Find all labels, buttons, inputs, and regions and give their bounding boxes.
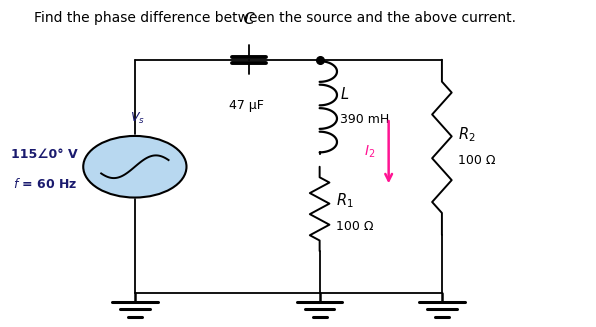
Text: 115∠0° V: 115∠0° V: [11, 148, 78, 161]
Text: Find the phase difference between the source and the above current.: Find the phase difference between the so…: [35, 11, 516, 25]
Text: $C$: $C$: [243, 11, 255, 27]
Circle shape: [83, 136, 187, 198]
Text: 47 µF: 47 µF: [229, 99, 263, 112]
Text: $R_1$: $R_1$: [336, 191, 353, 210]
Text: $V_s$: $V_s$: [130, 111, 145, 126]
Text: $f$ = 60 Hz: $f$ = 60 Hz: [13, 177, 78, 191]
Text: 100 Ω: 100 Ω: [336, 220, 374, 233]
Text: $I_2$: $I_2$: [364, 144, 375, 160]
Text: 390 mH: 390 mH: [340, 113, 390, 126]
Text: $L$: $L$: [340, 86, 349, 102]
Text: 100 Ω: 100 Ω: [458, 154, 496, 167]
Text: $R_2$: $R_2$: [458, 125, 476, 144]
